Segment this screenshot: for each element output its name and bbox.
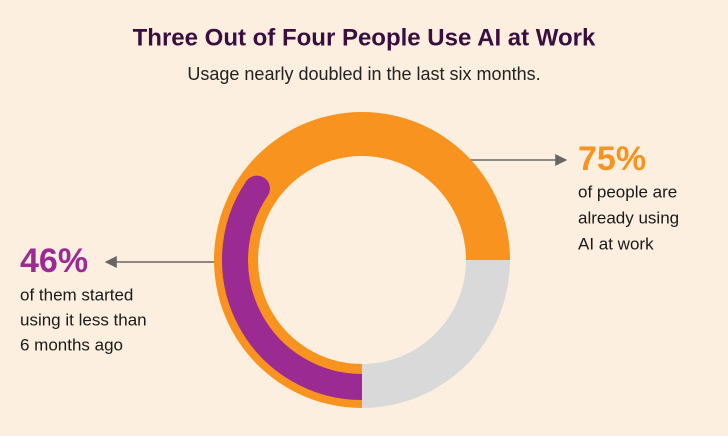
note-line: AI at work [578, 234, 654, 253]
chart-title: Three Out of Four People Use AI at Work [133, 24, 596, 51]
donut-segment [214, 112, 510, 408]
value-label: 75% [578, 140, 646, 178]
note-line: of them started [20, 285, 133, 304]
inner-arc [222, 181, 363, 400]
note-line: using it less than [20, 310, 147, 329]
note-line: of people are [578, 182, 677, 201]
value-label: 46% [20, 242, 88, 280]
arc-cap [243, 175, 270, 202]
chart-subtitle: Usage nearly doubled in the last six mon… [187, 64, 540, 84]
note-line: 6 months ago [20, 335, 123, 354]
donut-segment [362, 260, 510, 408]
note-line: already using [578, 208, 679, 227]
